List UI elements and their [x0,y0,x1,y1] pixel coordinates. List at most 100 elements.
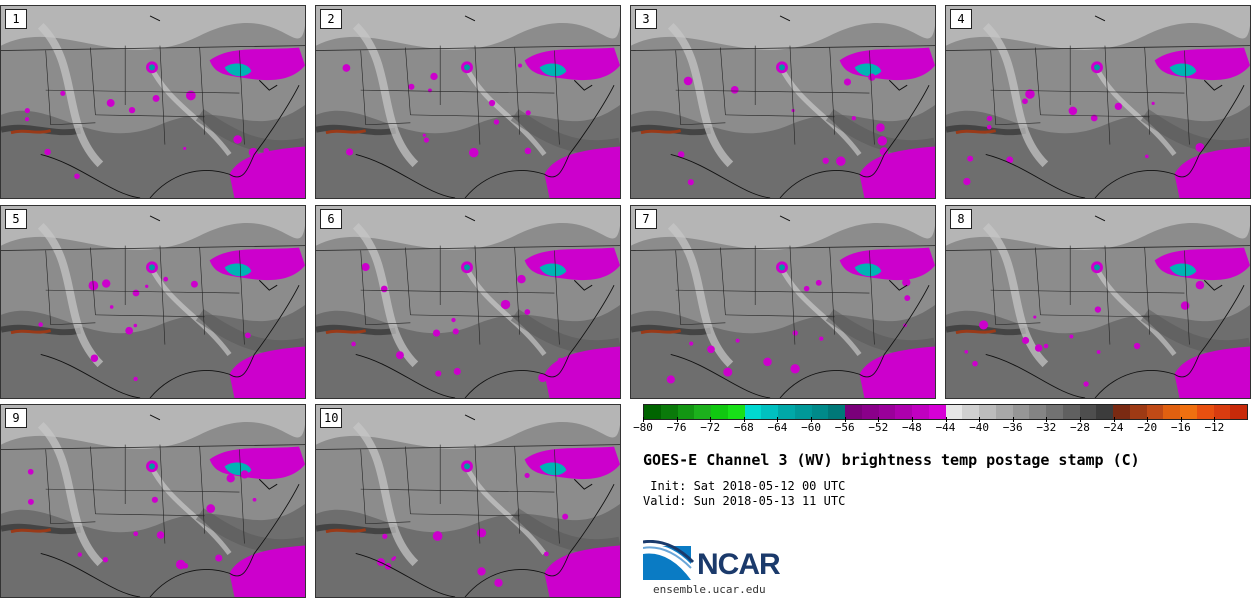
colorbar-tick-mark [676,417,678,422]
colorbar-tick-mark [811,417,813,422]
colorbar-swatch [677,405,695,419]
colorbar-tick-mark [1012,417,1014,422]
ncar-logo-icon [643,540,695,580]
colorbar-swatch [861,405,879,419]
colorbar-swatch [1129,405,1147,419]
colorbar-swatch [660,405,678,419]
colorbar-tick-label: −72 [700,421,721,434]
colorbar-tick-label: −52 [868,421,889,434]
colorbar-swatch [912,405,929,419]
ensemble-member-panel: 5 [0,205,306,399]
member-number-label: 7 [635,209,657,229]
colorbar-swatch [644,405,661,419]
ensemble-member-panel: 4 [945,5,1251,199]
member-number-label: 6 [320,209,342,229]
colorbar-swatch [794,405,812,419]
colorbar-tick-label: −76 [666,421,687,434]
member-number-label: 1 [5,9,27,29]
colorbar-swatch [1096,405,1113,419]
colorbar-tick-label: −36 [1002,421,1023,434]
colorbar-swatch [928,405,946,419]
colorbar-tick-mark [743,417,745,422]
colorbar-tick-mark [945,417,947,422]
colorbar-tick-mark [1079,417,1081,422]
colorbar-swatch [979,405,996,419]
colorbar-swatch [1230,405,1247,419]
colorbar-swatch [1180,405,1197,419]
colorbar-tick-mark [911,417,913,422]
colorbar-tick-label: −56 [834,421,855,434]
colorbar-tick-label: −32 [1036,421,1057,434]
ensemble-member-panel: 3 [630,5,936,199]
colorbar-tick-mark [643,417,644,422]
colorbar-swatch [945,405,963,419]
colorbar-tick-mark [710,417,712,422]
ensemble-member-panel: 2 [315,5,621,199]
colorbar-tick-label: −64 [767,421,788,434]
colorbar-swatch [962,405,979,419]
colorbar-tick-label: −24 [1103,421,1124,434]
colorbar-swatch [1062,405,1080,419]
member-number-label: 2 [320,9,342,29]
member-number-label: 9 [5,408,27,428]
colorbar-tick-label: −68 [733,421,754,434]
colorbar-swatch [1163,405,1180,419]
colorbar-tick-mark [1147,417,1149,422]
colorbar-tick-mark [1180,417,1182,422]
colorbar-swatch [995,405,1013,419]
member-number-label: 3 [635,9,657,29]
colorbar-swatch [761,405,778,419]
ensemble-member-panel: 7 [630,205,936,399]
ensemble-member-panel: 10 [315,404,621,598]
colorbar-swatch [1029,405,1046,419]
ensemble-member-panel: 8 [945,205,1251,399]
colorbar-tick-mark [1113,417,1115,422]
colorbar-swatch [744,405,762,419]
colorbar [643,404,1248,420]
colorbar-swatch [878,405,896,419]
colorbar-tick-label: −60 [801,421,821,434]
init-time: Init: Sat 2018-05-12 00 UTC [643,479,846,493]
colorbar-tick-label: −40 [969,421,990,434]
colorbar-swatch [828,405,845,419]
member-number-label: 4 [950,9,972,29]
figure-title: GOES-E Channel 3 (WV) brightness temp po… [643,451,1140,469]
colorbar-swatch [711,405,728,419]
colorbar-swatch [1113,405,1130,419]
colorbar-tick-label: −28 [1070,421,1090,434]
colorbar-tick-label: −80 [633,421,653,434]
ensemble-member-panel: 6 [315,205,621,399]
colorbar-swatch [1046,405,1063,419]
colorbar-tick-label: −20 [1137,421,1158,434]
colorbar-tick-mark [878,417,880,422]
colorbar-tick-label: −44 [935,421,956,434]
colorbar-swatch [1012,405,1030,419]
member-number-label: 10 [320,408,343,428]
colorbar-ticks: −80 −76 −72 −68 −64 −60 −56 −52 −48 −44 −40 −36 −32−… [633,417,1248,441]
colorbar-tick-label: −16 [1170,421,1191,434]
ncar-logo-text: NCAR [697,548,781,581]
colorbar-swatch [845,405,862,419]
colorbar-tick-label: −48 [901,421,922,434]
ensemble-member-panel: 9 [0,404,306,598]
colorbar-tick-mark [777,417,779,422]
ensemble-member-panel: 1 [0,5,306,199]
colorbar-swatch [1146,405,1164,419]
colorbar-swatch [727,405,745,419]
member-number-label: 5 [5,209,27,229]
colorbar-swatch [778,405,795,419]
colorbar-swatch [1196,405,1214,419]
colorbar-tick-mark [979,417,981,422]
colorbar-swatch [811,405,829,419]
colorbar-swatch [694,405,711,419]
colorbar-swatch [895,405,912,419]
source-url: ensemble.ucar.edu [653,583,766,596]
valid-time: Valid: Sun 2018-05-13 11 UTC [643,494,846,508]
colorbar-tick-label: −12 [1204,421,1225,434]
colorbar-swatch [1079,405,1097,419]
colorbar-swatch [1213,405,1231,419]
colorbar-tick-mark [1214,417,1216,422]
colorbar-tick-mark [844,417,846,422]
colorbar-tick-mark [1046,417,1048,422]
member-number-label: 8 [950,209,972,229]
